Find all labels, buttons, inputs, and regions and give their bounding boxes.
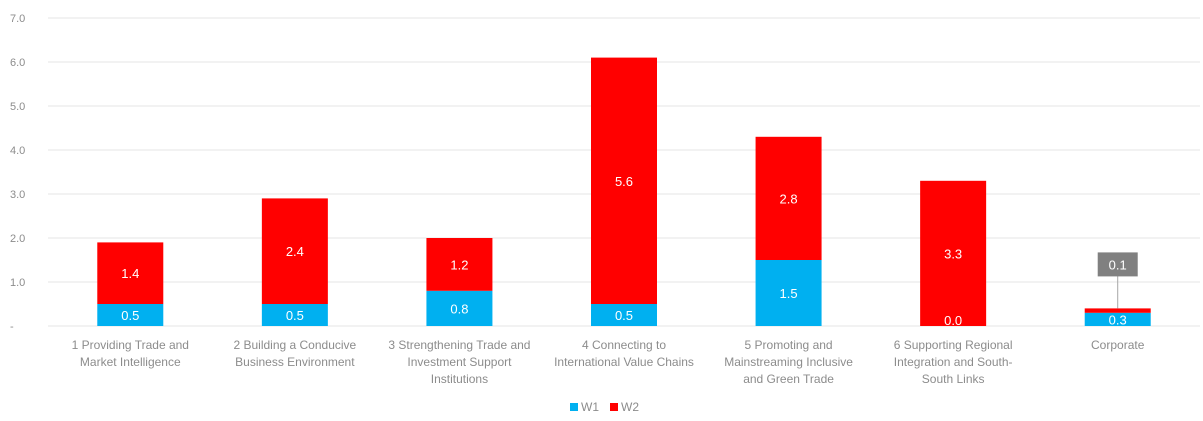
bars <box>97 57 1151 326</box>
data-label-w1: 0.5 <box>286 308 304 323</box>
data-label-w1: 1.5 <box>780 286 798 301</box>
legend-swatch-w1 <box>570 403 578 411</box>
x-category-label: Business Environment <box>235 355 355 369</box>
x-category-label: Institutions <box>431 372 488 386</box>
bar-w1 <box>755 260 822 326</box>
legend-label-w1: W1 <box>581 400 599 414</box>
bar-w2 <box>920 180 987 326</box>
data-label-w1: 0.8 <box>450 301 468 316</box>
x-category-label: and Green Trade <box>743 372 834 386</box>
y-tick-label: 3.0 <box>10 189 25 201</box>
x-category-label: 3 Strengthening Trade and <box>388 338 530 352</box>
x-category-label: Mainstreaming Inclusive <box>724 355 853 369</box>
x-category-label: Corporate <box>1091 338 1145 352</box>
bar-w1 <box>591 304 657 326</box>
callout-box <box>1097 252 1138 277</box>
bar-w1 <box>97 304 164 326</box>
bar-w2 <box>755 136 822 260</box>
x-category-label: 5 Promoting and <box>745 338 833 352</box>
y-tick-label: 4.0 <box>10 145 25 157</box>
x-category-label: 2 Building a Conducive <box>233 338 356 352</box>
data-label-w2: 3.3 <box>944 246 962 261</box>
data-label-w1-zero: 0.0 <box>944 313 962 328</box>
x-axis: 1 Providing Trade and Market Intelligence… <box>72 338 1145 386</box>
bar-w2 <box>261 198 328 304</box>
x-category-label: 6 Supporting Regional <box>894 338 1013 352</box>
legend: W1 W2 <box>570 400 639 414</box>
legend-swatch-w2 <box>610 403 618 411</box>
data-label-w2: 5.6 <box>615 174 633 189</box>
data-label-w2: 1.2 <box>450 257 468 272</box>
x-category-label: 1 Providing Trade and <box>72 338 189 352</box>
data-label-w2: 2.4 <box>286 244 304 259</box>
x-category-label: 4 Connecting to <box>582 338 666 352</box>
x-category-label: Investment Support <box>407 355 512 369</box>
y-tick-label: - <box>10 321 14 333</box>
bar-w1 <box>1084 312 1151 326</box>
y-tick-label: 6.0 <box>10 57 25 69</box>
bar-w2 <box>591 57 657 304</box>
data-label-w2: 1.4 <box>121 266 139 281</box>
y-tick-label: 7.0 <box>10 13 25 25</box>
y-tick-label: 1.0 <box>10 277 25 289</box>
data-label-w2: 2.8 <box>780 191 798 206</box>
x-category-label: South Links <box>922 372 985 386</box>
data-label-w1: 0.5 <box>615 308 633 323</box>
data-labels: 0.5 1.4 0.5 2.4 0.8 1.2 0.5 5.6 1.5 2.8 3.3 0.3 0.1 0… <box>121 174 1138 328</box>
y-tick-label: 2.0 <box>10 233 25 245</box>
bar-w2 <box>97 242 164 304</box>
data-label-w1: 0.3 <box>1109 312 1127 327</box>
bar-w1 <box>261 304 328 326</box>
y-axis: - 1.0 2.0 3.0 4.0 5.0 6.0 7.0 <box>10 13 25 333</box>
x-category-label: International Value Chains <box>554 355 694 369</box>
data-label-w1: 0.5 <box>121 308 139 323</box>
y-tick-label: 5.0 <box>10 101 25 113</box>
data-label-w2: 0.1 <box>1109 257 1127 272</box>
bar-w2 <box>426 238 493 291</box>
x-category-label: Integration and South- <box>894 355 1013 369</box>
bar-w1 <box>426 290 493 326</box>
bar-w2 <box>1084 308 1151 313</box>
legend-label-w2: W2 <box>621 400 639 414</box>
x-category-label: Market Intelligence <box>80 355 181 369</box>
